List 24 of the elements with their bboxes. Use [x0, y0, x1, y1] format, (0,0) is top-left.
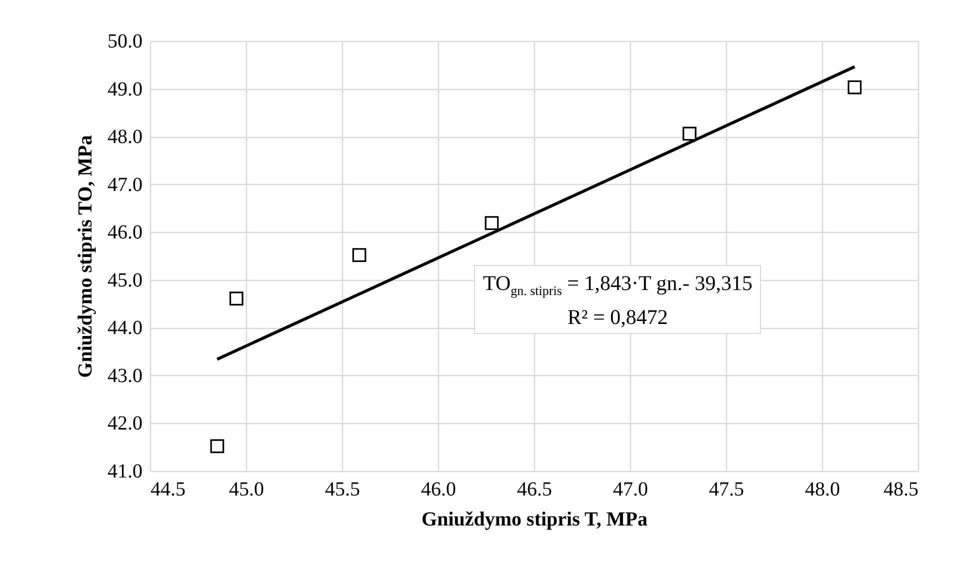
x-tick-label: 48.0	[805, 478, 840, 500]
x-tick-label: 47.5	[709, 478, 744, 500]
y-tick-label: 45.0	[108, 269, 142, 292]
x-tick-label: 47.0	[613, 478, 648, 500]
y-tick-label: 43.0	[108, 364, 142, 387]
x-tick-label: 45.5	[325, 478, 360, 500]
annotation: R² = 0,8472	[566, 304, 669, 330]
x-tick-label: 44.5	[150, 478, 186, 500]
y-tick-label: 50.0	[108, 30, 142, 52]
x-tick-label: 46.0	[421, 478, 456, 500]
y-tick-label: 48.0	[108, 126, 142, 148]
y-axis-title: Gniuždymo stipris TO, MPa	[74, 135, 96, 378]
y-tick-label: 42.0	[108, 412, 142, 435]
annotation: TO$_{gn. stipris}$ = 1,843·T gn.- 39,315	[483, 270, 752, 300]
y-tick-label: 46.0	[108, 222, 142, 244]
x-axis-title: Gniuždymo stipris T, MPa	[422, 508, 648, 530]
x-tick-label: 46.5	[517, 478, 552, 500]
y-tick-label: 41.0	[108, 460, 142, 482]
y-tick-label: 47.0	[108, 174, 142, 196]
equation-box: TO$_{gn. stipris}$ = 1,843·T gn.- 39,315 R² = 0,8472	[474, 265, 762, 334]
x-tick-label: 48.5	[884, 478, 918, 500]
y-tick-label: 44.0	[108, 317, 142, 340]
x-tick-label: 45.0	[229, 478, 264, 500]
y-tick-label: 49.0	[108, 78, 142, 100]
